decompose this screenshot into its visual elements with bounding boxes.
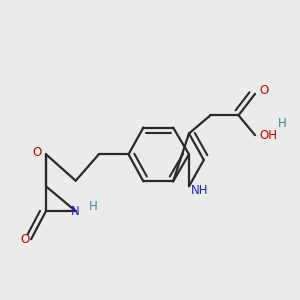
Text: OH: OH (260, 129, 278, 142)
Text: H: H (278, 117, 286, 130)
Text: NH: NH (190, 184, 208, 197)
Text: H: H (89, 200, 98, 213)
Text: N: N (71, 205, 80, 218)
Text: O: O (20, 233, 30, 246)
Text: O: O (32, 146, 42, 159)
Text: O: O (259, 84, 268, 98)
